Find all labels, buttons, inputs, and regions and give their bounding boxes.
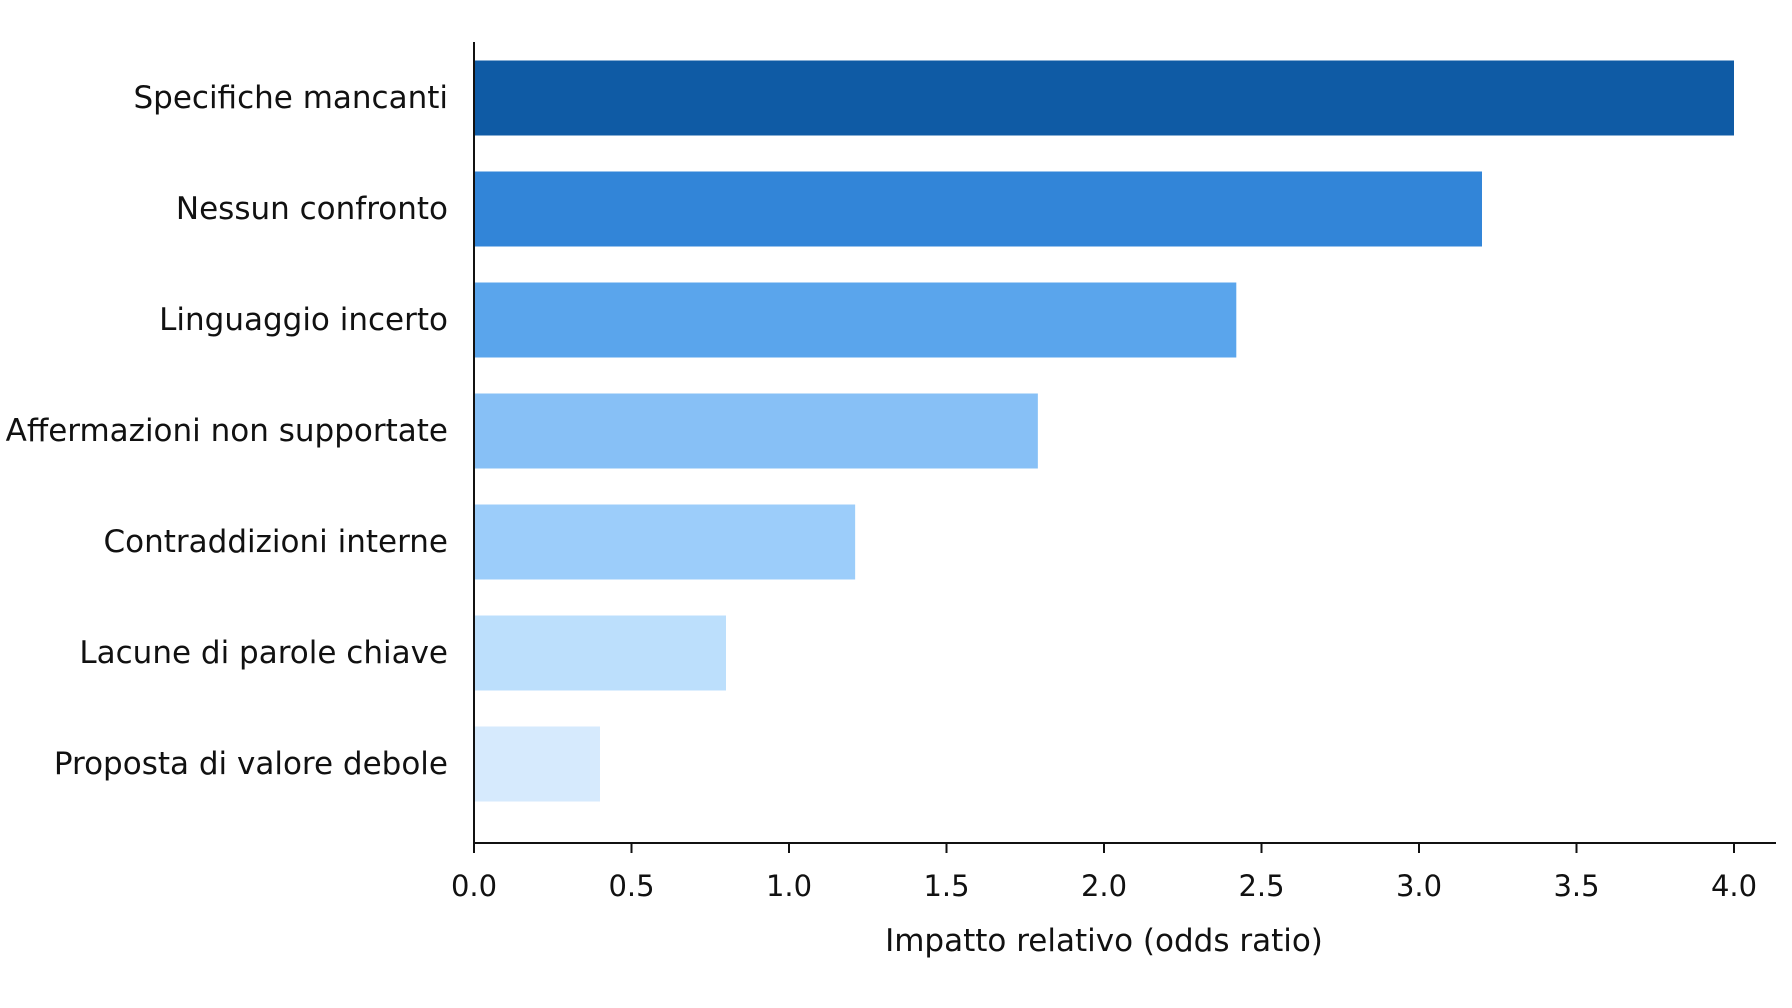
x-tick-label: 4.0	[1711, 869, 1757, 903]
x-axis-title: Impatto relativo (odds ratio)	[885, 923, 1323, 959]
bar-3	[474, 282, 1237, 358]
bar-4	[474, 393, 1038, 469]
category-label: Proposta di valore debole	[54, 746, 448, 782]
x-tick-label: 0.5	[608, 869, 654, 903]
category-label: Nessun confronto	[176, 191, 448, 227]
bar-1	[474, 60, 1734, 136]
bar-6	[474, 615, 726, 691]
category-labels: Specifiche mancanti Nessun confronto Lingu…	[6, 80, 448, 782]
x-tick-label: 2.5	[1238, 869, 1284, 903]
category-label: Affermazioni non supportate	[6, 413, 448, 449]
bar-5	[474, 504, 856, 580]
x-tick-label: 1.5	[923, 869, 969, 903]
category-label: Linguaggio incerto	[159, 302, 448, 338]
x-tick-label: 0.0	[451, 869, 497, 903]
x-tick-label: 3.5	[1553, 869, 1599, 903]
bar-2	[474, 171, 1482, 247]
x-tick-label: 3.0	[1396, 869, 1442, 903]
category-label: Lacune di parole chiave	[79, 635, 448, 671]
x-tick-label: 2.0	[1081, 869, 1127, 903]
bar-7	[474, 726, 600, 802]
bars-layer	[474, 60, 1734, 802]
category-label: Contraddizioni interne	[104, 524, 449, 560]
category-label: Specifiche mancanti	[133, 80, 448, 116]
x-tick-label: 1.0	[766, 869, 812, 903]
x-axis-ticks: 0.0 0.5 1.0 1.5 2.0 2.5 3.0 3.5 4.0	[451, 843, 1757, 903]
